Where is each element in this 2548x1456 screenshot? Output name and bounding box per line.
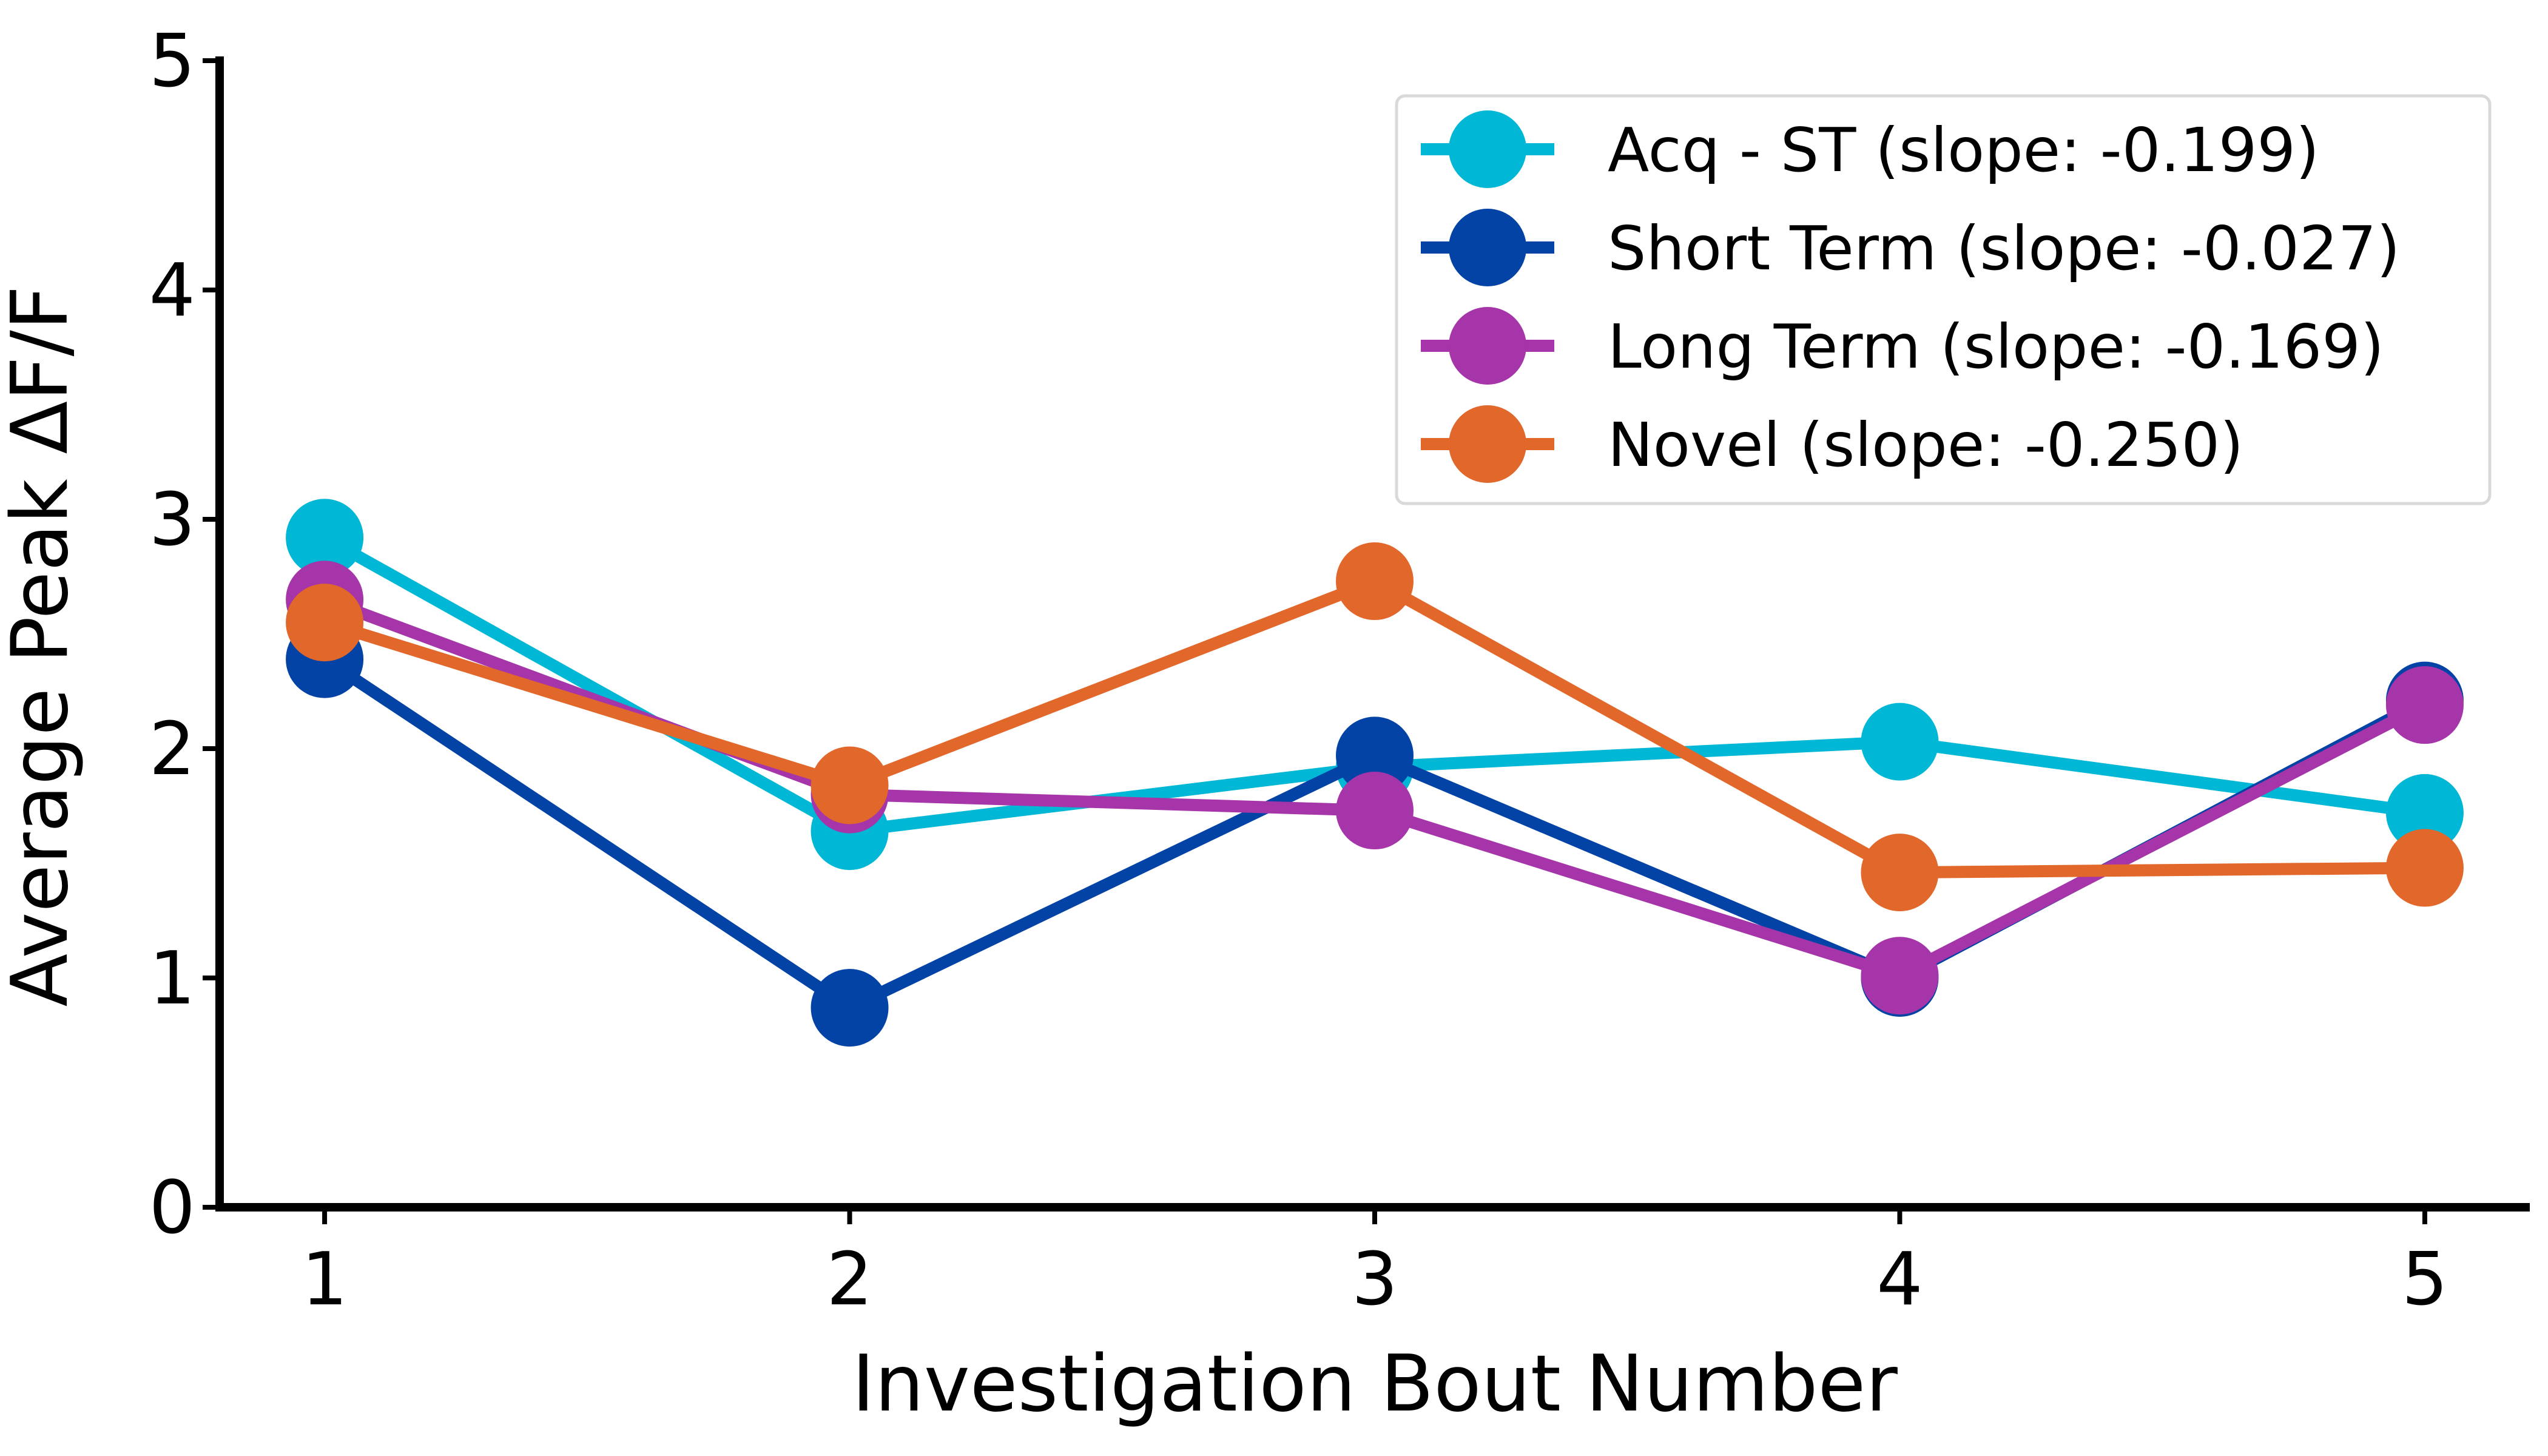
- legend-item: Acq - ST (slope: -0.199): [1421, 110, 2319, 188]
- legend-label: Long Term (slope: -0.169): [1608, 311, 2384, 382]
- legend-marker: [1449, 209, 1526, 286]
- data-point: [286, 499, 364, 577]
- y-tick-label: 2: [149, 707, 195, 792]
- series-4: [286, 542, 2464, 912]
- y-tick-label: 5: [149, 19, 195, 104]
- legend: Acq - ST (slope: -0.199) Short Term (slop…: [1395, 94, 2492, 505]
- data-point: [1861, 937, 1939, 1015]
- x-tick-label: 5: [2402, 1238, 2448, 1322]
- y-tick-label: 3: [149, 478, 195, 562]
- legend-marker: [1449, 307, 1526, 385]
- legend-marker: [1449, 405, 1526, 483]
- x-tick-label: 2: [826, 1238, 872, 1322]
- legend-item: Short Term (slope: -0.027): [1421, 209, 2400, 286]
- data-point: [2385, 666, 2464, 744]
- data-point: [811, 746, 889, 824]
- y-tick-label: 1: [149, 937, 195, 1021]
- y-axis-title: Average Peak ΔF/F: [0, 286, 86, 1007]
- data-point: [1336, 716, 1414, 795]
- ticks: 1 2 3 4 5 0 1 2 3 4 5: [149, 19, 2448, 1322]
- legend-label: Novel (slope: -0.250): [1608, 410, 2243, 480]
- y-tick-label: 0: [149, 1166, 195, 1250]
- data-point: [1861, 834, 1939, 912]
- x-tick-label: 3: [1352, 1238, 1398, 1322]
- legend-label: Short Term (slope: -0.027): [1608, 213, 2400, 284]
- series-3: [286, 561, 2464, 1015]
- y-tick-label: 4: [149, 249, 195, 333]
- legend-item: Long Term (slope: -0.169): [1421, 307, 2384, 385]
- data-point: [286, 584, 364, 662]
- plot-area: [286, 499, 2464, 1047]
- x-tick-label: 4: [1876, 1238, 1923, 1322]
- data-point: [811, 969, 889, 1047]
- x-tick-label: 1: [302, 1238, 348, 1322]
- data-point: [2385, 829, 2464, 907]
- legend-frame: [1395, 94, 2492, 505]
- data-point: [2385, 774, 2464, 852]
- legend-item: Novel (slope: -0.250): [1421, 405, 2243, 483]
- x-axis-title: Investigation Bout Number: [852, 1339, 1898, 1429]
- data-point: [1861, 703, 1939, 781]
- data-point: [1336, 542, 1414, 621]
- legend-marker: [1449, 110, 1526, 188]
- data-point: [1336, 772, 1414, 850]
- legend-label: Acq - ST (slope: -0.199): [1608, 115, 2319, 186]
